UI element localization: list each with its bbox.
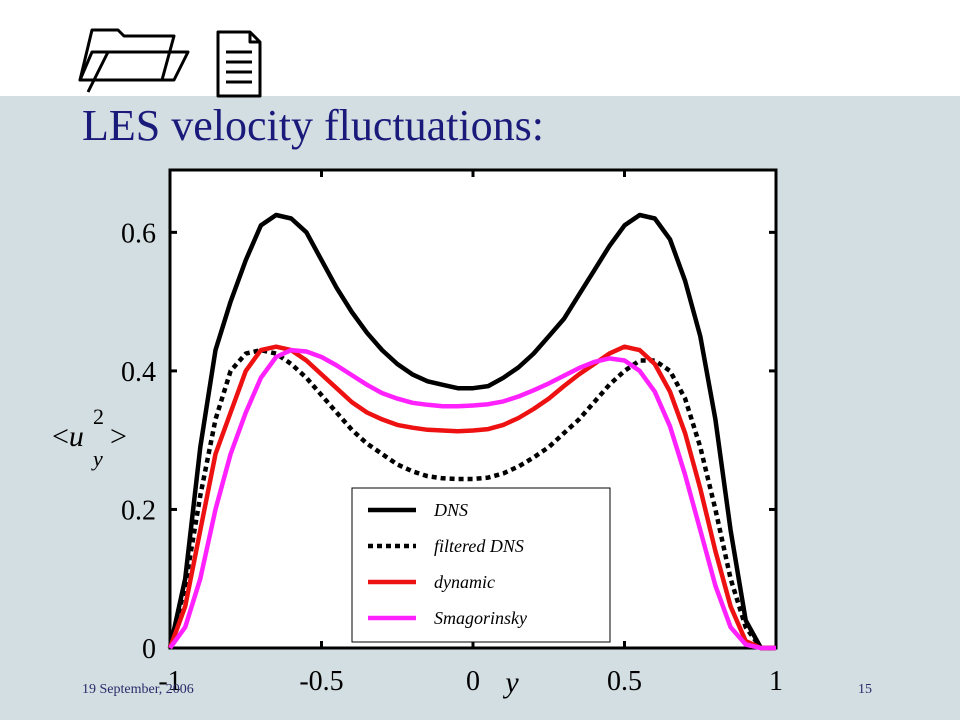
slide-title: LES velocity fluctuations:: [82, 101, 544, 150]
x-tick-label: 0: [466, 666, 480, 697]
legend-label: Smagorinsky: [434, 608, 527, 628]
tick-labels: -1 -0.5 0 0.5 1 0 0.2 0.4 0.6: [121, 218, 783, 697]
y-tick-label: 0.4: [121, 357, 156, 388]
x-tick-label: 0.5: [607, 666, 642, 697]
legend-items: DNS filtered DNS dynamic Smagorinsky: [368, 500, 527, 628]
y-tick-label: 0.2: [121, 495, 156, 526]
series-layer: [167, 212, 776, 651]
slide-logo: [78, 28, 262, 98]
legend: DNS filtered DNS dynamic Smagorinsky: [351, 487, 611, 643]
y-label-sup: 2: [93, 404, 104, 429]
y-tick-label: 0.6: [121, 218, 156, 249]
y-tick-label: 0: [142, 634, 156, 665]
y-label-sub: y: [91, 446, 103, 471]
legend-label: filtered DNS: [434, 536, 524, 556]
footer-page-number: 15: [858, 682, 872, 697]
series-line-smagorinsky: [168, 347, 776, 651]
y-axis-label: <u 2 y >: [52, 404, 127, 471]
folder-icon: [78, 28, 190, 93]
x-tick-label: -1: [158, 666, 181, 697]
footer-date: 19 September, 2006: [82, 682, 194, 697]
y-label-close: >: [110, 420, 127, 453]
y-label-base: u: [69, 420, 84, 453]
series-line-dns: [167, 212, 776, 651]
series-line-dynamic: [167, 344, 776, 651]
x-axis-label: y: [502, 666, 519, 699]
legend-label: dynamic: [434, 572, 495, 592]
x-tick-label: -0.5: [299, 666, 343, 697]
document-icon: [216, 30, 262, 98]
x-tick-label: 1: [769, 666, 783, 697]
y-label-open: <: [52, 420, 69, 453]
legend-label: DNS: [433, 500, 468, 520]
svg-text:<u: <u: [52, 420, 84, 453]
